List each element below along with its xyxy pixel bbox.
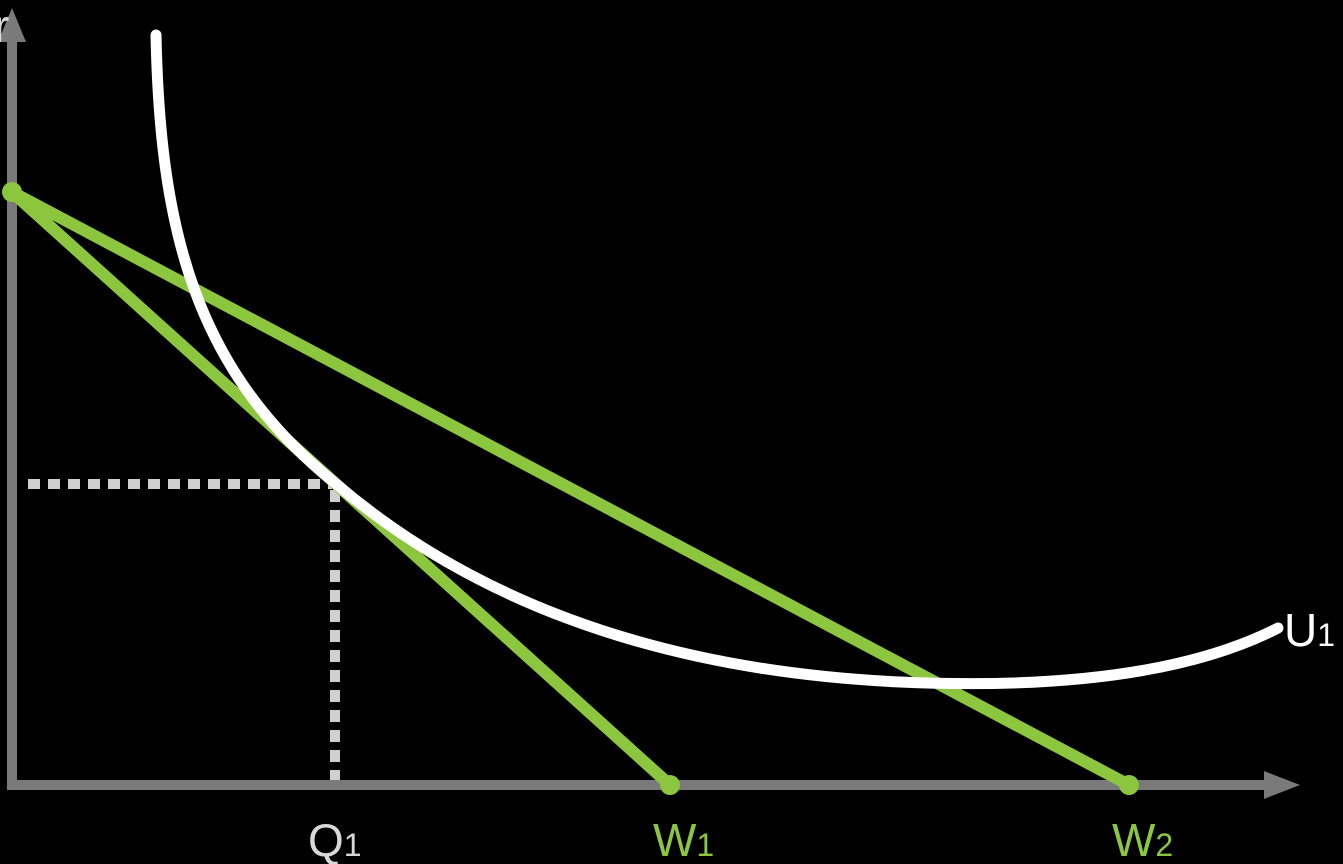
y-axis-label: r — [0, 0, 9, 52]
w1-main: W — [653, 814, 697, 864]
axes — [0, 8, 1300, 799]
u1-main: U — [1284, 604, 1317, 656]
indifference-curve-u1 — [150, 29, 1284, 690]
w2-main: W — [1112, 814, 1156, 864]
w1-sub: 1 — [696, 827, 714, 863]
y-axis-arrowhead — [0, 8, 26, 42]
budget-point-w1 — [660, 775, 680, 795]
q1-main: Q — [308, 814, 344, 864]
budget-intercept-point — [2, 182, 22, 202]
budget-label-w1: W1 — [653, 814, 714, 864]
w2-sub: 2 — [1155, 827, 1173, 863]
u1-sub: 1 — [1317, 617, 1335, 653]
budget-label-w2: W2 — [1112, 814, 1173, 864]
curve-label-u1: U1 — [1284, 604, 1335, 656]
tangency-guides — [28, 479, 340, 780]
q1-sub: 1 — [344, 827, 362, 863]
budget-point-w2 — [1119, 775, 1139, 795]
x-axis-arrowhead — [1264, 771, 1300, 799]
x-marker-label-q1: Q1 — [308, 814, 362, 864]
